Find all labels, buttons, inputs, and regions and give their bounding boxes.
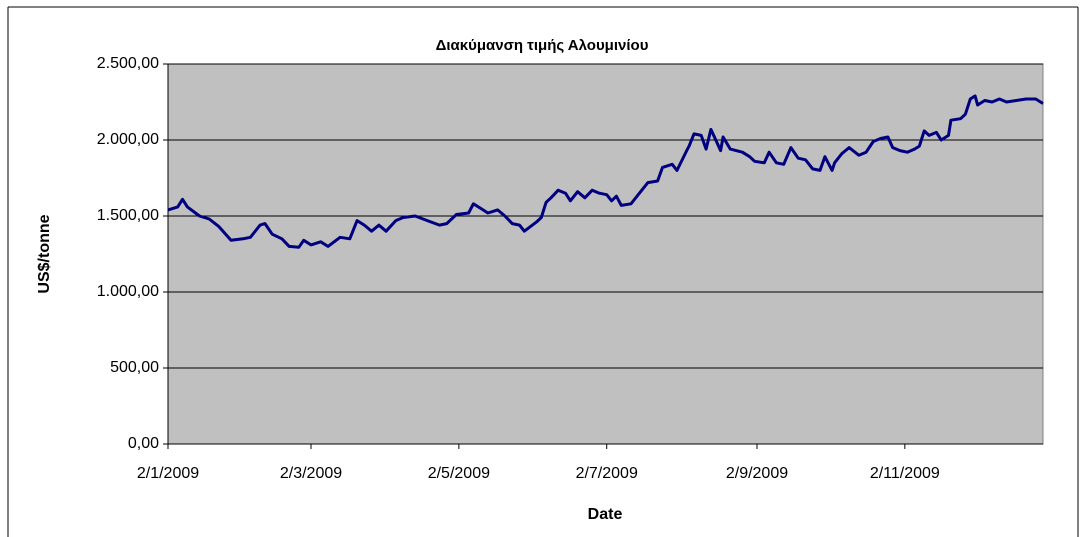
x-axis-label: Date: [588, 506, 623, 523]
x-tick-label: 2/3/2009: [280, 465, 342, 482]
x-tick-label: 2/5/2009: [428, 465, 490, 482]
y-tick-label: 2.500,00: [97, 55, 159, 72]
x-tick-label: 2/7/2009: [576, 465, 638, 482]
x-tick-label: 2/1/2009: [137, 465, 199, 482]
y-tick-label: 1.500,00: [97, 207, 159, 224]
chart-title: Διακύμανση τιμής Αλουμινίου: [436, 37, 649, 54]
plot-area: [167, 63, 1044, 445]
y-tick-label: 500,00: [110, 359, 159, 376]
x-tick-label: 2/9/2009: [726, 465, 788, 482]
price-line: [167, 94, 1044, 249]
y-tick-label: 1.000,00: [97, 283, 159, 300]
y-tick-label: 2.000,00: [97, 131, 159, 148]
y-axis-label: US$/tonne: [36, 214, 53, 293]
y-tick-label: 0,00: [128, 435, 159, 452]
x-tick-label: 2/11/2009: [870, 465, 940, 482]
